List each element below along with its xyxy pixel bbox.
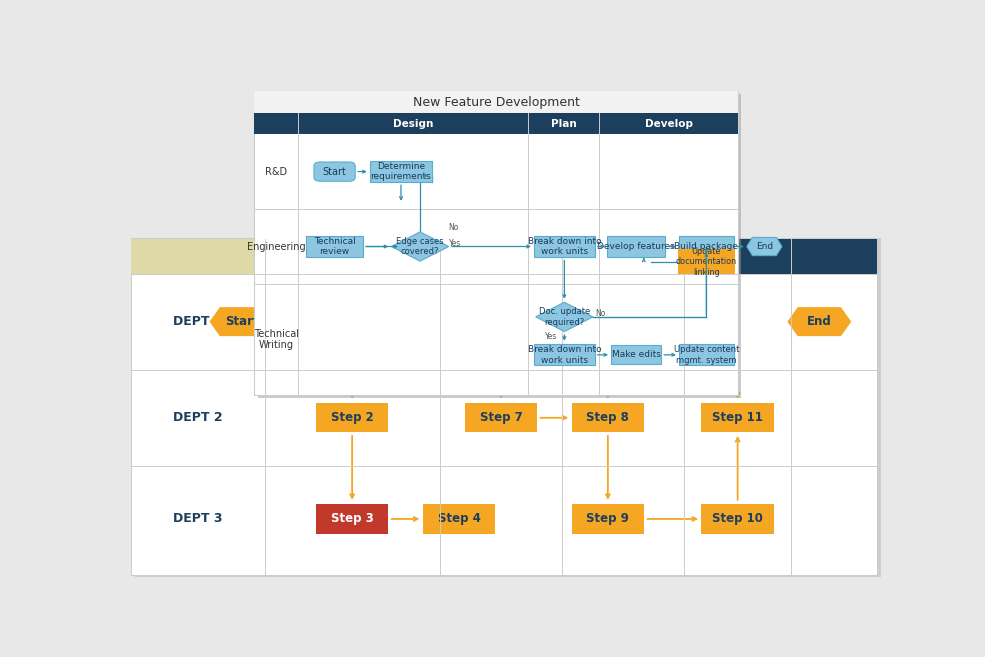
FancyBboxPatch shape [534,236,595,257]
Text: Edge cases
covered?: Edge cases covered? [396,237,444,256]
Text: New Feature Development: New Feature Development [413,96,579,109]
Text: Technical
review: Technical review [313,237,356,256]
Text: Step 10: Step 10 [712,512,763,526]
Text: Design: Design [393,119,433,129]
FancyBboxPatch shape [571,403,644,432]
FancyBboxPatch shape [254,91,738,113]
FancyBboxPatch shape [316,403,388,432]
Text: R&D: R&D [265,167,288,177]
Polygon shape [210,307,273,336]
FancyBboxPatch shape [131,239,878,273]
Text: Develop features: Develop features [597,242,675,251]
Text: Build package: Build package [675,242,739,251]
Text: Update
documentation
linking: Update documentation linking [676,247,737,277]
Text: Design: Design [331,252,373,261]
Text: Start: Start [323,167,347,177]
FancyBboxPatch shape [611,345,661,365]
Text: Make edits: Make edits [612,350,661,359]
Polygon shape [747,237,782,256]
Text: Step 3: Step 3 [331,512,373,526]
Text: Yes: Yes [545,332,557,340]
Text: End: End [807,315,831,328]
Text: Develop: Develop [598,252,648,261]
Text: DEPT 1: DEPT 1 [173,315,223,328]
FancyBboxPatch shape [679,344,734,365]
FancyBboxPatch shape [679,236,734,257]
Text: Determine
requirements: Determine requirements [370,162,431,181]
FancyBboxPatch shape [316,505,388,533]
FancyBboxPatch shape [534,344,595,365]
Text: Plan: Plan [551,119,576,129]
Text: Step 8: Step 8 [586,411,629,424]
Text: Yes: Yes [449,239,461,248]
Text: Step 4: Step 4 [437,512,481,526]
Text: Update content
mgmt. system: Update content mgmt. system [674,345,739,365]
Text: No: No [595,309,606,319]
FancyBboxPatch shape [369,161,432,182]
FancyBboxPatch shape [314,162,356,181]
Text: DEPT 3: DEPT 3 [173,512,223,526]
Text: Step 7: Step 7 [480,411,522,424]
FancyBboxPatch shape [306,236,363,257]
FancyBboxPatch shape [254,91,738,395]
Text: Step 9: Step 9 [586,512,629,526]
FancyBboxPatch shape [131,239,265,273]
Text: Break down into
work units: Break down into work units [528,237,601,256]
FancyBboxPatch shape [254,113,738,135]
Polygon shape [788,307,851,336]
Text: Step 2: Step 2 [331,411,373,424]
Polygon shape [391,232,449,261]
FancyBboxPatch shape [678,250,735,274]
Text: Technical
Writing: Technical Writing [254,329,298,350]
FancyBboxPatch shape [135,238,882,577]
FancyBboxPatch shape [608,236,665,257]
FancyBboxPatch shape [258,94,742,397]
Text: Step 11: Step 11 [712,411,763,424]
Text: End: End [755,242,773,251]
Text: Doc. update
required?: Doc. update required? [539,307,590,327]
Text: Plan: Plan [488,252,514,261]
Text: No: No [448,223,459,232]
Text: Develop: Develop [644,119,692,129]
FancyBboxPatch shape [131,238,878,575]
Text: Break down into
work units: Break down into work units [528,345,601,365]
Text: DEPT 2: DEPT 2 [173,411,223,424]
Text: Start: Start [225,315,258,328]
FancyBboxPatch shape [423,505,495,533]
FancyBboxPatch shape [701,403,774,432]
FancyBboxPatch shape [465,403,537,432]
Text: Engineering: Engineering [247,242,305,252]
Polygon shape [536,302,593,332]
FancyBboxPatch shape [571,505,644,533]
FancyBboxPatch shape [701,505,774,533]
